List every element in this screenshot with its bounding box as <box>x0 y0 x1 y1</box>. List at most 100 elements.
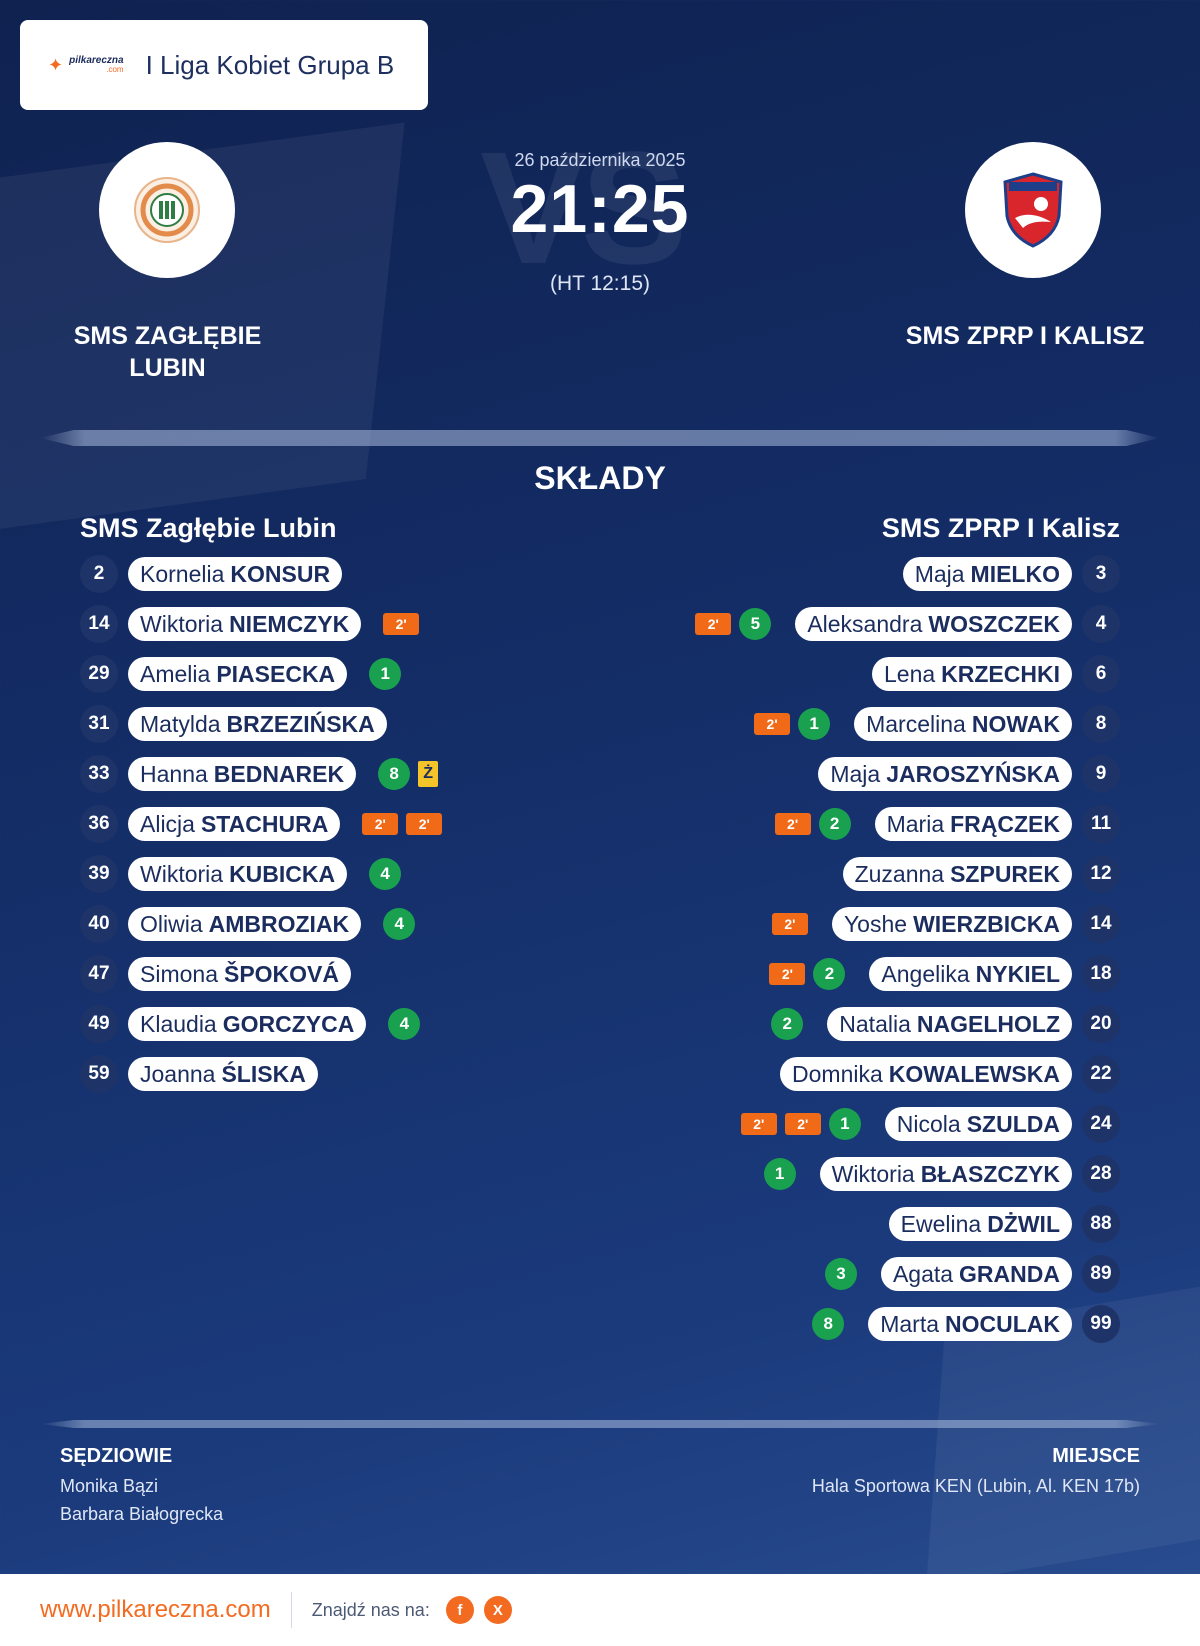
halftime-score: (HT 12:15) <box>550 272 650 295</box>
goals-badge: 1 <box>369 658 402 690</box>
player-row[interactable]: 3 Maja MIELKO <box>902 555 1120 593</box>
player-name[interactable]: Alicja STACHURA <box>128 807 341 841</box>
jersey-number: 8 <box>1082 705 1120 743</box>
suspension-badge: 2' <box>406 813 443 835</box>
player-first-name: Joanna <box>140 1060 216 1087</box>
player-row[interactable]: 29 Amelia PIASECKA 1 <box>80 655 402 693</box>
player-first-name: Kornelia <box>140 560 225 587</box>
facebook-icon[interactable]: f <box>445 1596 474 1624</box>
player-name[interactable]: Hanna BEDNAREK <box>128 757 357 791</box>
player-name[interactable]: Maja MIELKO <box>902 557 1072 591</box>
player-name[interactable]: Agata GRANDA <box>880 1257 1072 1291</box>
player-row[interactable]: 4 Aleksandra WOSZCZEK 2' 5 <box>695 605 1120 643</box>
player-row[interactable]: 28 Wiktoria BŁASZCZYK 1 <box>763 1155 1120 1193</box>
player-first-name: Lena <box>883 660 936 687</box>
player-name[interactable]: Zuzanna SZPUREK <box>842 857 1072 891</box>
suspension-badge: 2' <box>754 713 791 735</box>
league-card[interactable]: ✦ pilkareczna .com I Liga Kobiet Grupa B <box>20 20 428 110</box>
player-row[interactable]: 36 Alicja STACHURA 2' 2' <box>80 805 443 843</box>
jersey-number: 14 <box>1082 905 1120 943</box>
player-last-name: NOCULAK <box>945 1310 1060 1337</box>
player-row[interactable]: 33 Hanna BEDNAREK 8 Ż <box>80 755 439 793</box>
player-name[interactable]: Marcelina NOWAK <box>854 707 1072 741</box>
player-name[interactable]: Nicola SZULDA <box>884 1107 1072 1141</box>
player-row[interactable]: 88 Ewelina DŻWIL <box>888 1205 1120 1243</box>
player-name[interactable]: Oliwia AMBROZIAK <box>128 907 362 941</box>
player-row[interactable]: 20 Natalia NAGELHOLZ 2 <box>771 1005 1120 1043</box>
player-row[interactable]: 59 Joanna ŚLISKA <box>80 1055 318 1093</box>
player-last-name: SZPUREK <box>950 860 1060 887</box>
player-name[interactable]: Ewelina DŻWIL <box>888 1207 1072 1241</box>
player-row[interactable]: 47 Simona ŠPOKOVÁ <box>80 955 352 993</box>
player-name[interactable]: Matylda BRZEZIŃSKA <box>128 707 387 741</box>
player-events: 1 <box>369 658 402 690</box>
jersey-number: 89 <box>1082 1255 1120 1293</box>
kalisz-shield-icon <box>1003 172 1063 248</box>
player-name[interactable]: Marta NOCULAK <box>868 1307 1072 1341</box>
player-name[interactable]: Yoshe WIERZBICKA <box>831 907 1072 941</box>
player-name[interactable]: Maria FRĄCZEK <box>874 807 1072 841</box>
player-name[interactable]: Klaudia GORCZYCA <box>128 1007 367 1041</box>
player-events: 8 <box>812 1308 845 1340</box>
player-row[interactable]: 14 Yoshe WIERZBICKA 2' <box>771 905 1120 943</box>
suspension-badge: 2' <box>769 963 806 985</box>
away-team-crest[interactable] <box>965 142 1101 278</box>
player-row[interactable]: 9 Maja JAROSZYŃSKA <box>818 755 1120 793</box>
player-name[interactable]: Angelika NYKIEL <box>869 957 1072 991</box>
player-name[interactable]: Lena KRZECHKI <box>871 657 1072 691</box>
player-row[interactable]: 89 Agata GRANDA 3 <box>824 1255 1120 1293</box>
player-events: 2' 1 <box>754 708 831 740</box>
player-row[interactable]: 11 Maria FRĄCZEK 2' 2 <box>774 805 1120 843</box>
player-row[interactable]: 40 Oliwia AMBROZIAK 4 <box>80 905 416 943</box>
zaglebie-crest-icon <box>134 177 200 243</box>
player-name[interactable]: Wiktoria NIEMCZYK <box>128 607 362 641</box>
player-name[interactable]: Joanna ŚLISKA <box>128 1057 318 1091</box>
player-row[interactable]: 2 Kornelia KONSUR <box>80 555 343 593</box>
player-first-name: Maja <box>914 560 965 587</box>
suspension-badge: 2' <box>383 613 420 635</box>
player-row[interactable]: 31 Matylda BRZEZIŃSKA <box>80 705 387 743</box>
player-name[interactable]: Kornelia KONSUR <box>128 557 343 591</box>
player-last-name: JAROSZYŃSKA <box>886 760 1060 787</box>
player-name[interactable]: Aleksandra WOSZCZEK <box>795 607 1072 641</box>
player-last-name: SZULDA <box>966 1110 1060 1137</box>
suspension-badge: 2' <box>362 813 399 835</box>
player-last-name: NIEMCZYK <box>229 610 350 637</box>
goals-badge: 2 <box>818 808 851 840</box>
player-first-name: Alicja <box>140 810 195 837</box>
player-row[interactable]: 22 Domnika KOWALEWSKA <box>780 1055 1120 1093</box>
player-row[interactable]: 14 Wiktoria NIEMCZYK 2' <box>80 605 420 643</box>
player-name[interactable]: Natalia NAGELHOLZ <box>827 1007 1072 1041</box>
player-row[interactable]: 8 Marcelina NOWAK 2' 1 <box>754 705 1120 743</box>
website-link[interactable]: www.pilkareczna.com <box>40 1596 271 1623</box>
player-last-name: NOWAK <box>971 710 1060 737</box>
player-name[interactable]: Wiktoria BŁASZCZYK <box>819 1157 1072 1191</box>
player-row[interactable]: 99 Marta NOCULAK 8 <box>812 1305 1120 1343</box>
player-name[interactable]: Maja JAROSZYŃSKA <box>818 757 1072 791</box>
player-row[interactable]: 6 Lena KRZECHKI <box>871 655 1120 693</box>
home-team-crest[interactable] <box>99 142 235 278</box>
away-team-name: SMS ZPRP I KALISZ <box>905 322 1145 350</box>
player-name[interactable]: Domnika KOWALEWSKA <box>780 1057 1072 1091</box>
player-row[interactable]: 18 Angelika NYKIEL 2' 2 <box>769 955 1120 993</box>
player-row[interactable]: 39 Wiktoria KUBICKA 4 <box>80 855 402 893</box>
goals-badge: 1 <box>828 1108 861 1140</box>
jersey-number: 6 <box>1082 655 1120 693</box>
player-first-name: Maja <box>830 760 881 787</box>
jersey-number: 12 <box>1082 855 1120 893</box>
suspension-badge: 2' <box>774 813 811 835</box>
footer: www.pilkareczna.com Znajdź nas na: f X <box>0 1574 1200 1646</box>
home-lineup-title: SMS Zagłębie Lubin <box>80 513 337 543</box>
player-name[interactable]: Simona ŠPOKOVÁ <box>128 957 352 991</box>
player-name[interactable]: Wiktoria KUBICKA <box>128 857 348 891</box>
player-name[interactable]: Amelia PIASECKA <box>128 657 348 691</box>
player-first-name: Domnika <box>792 1060 883 1087</box>
player-row[interactable]: 12 Zuzanna SZPUREK <box>842 855 1120 893</box>
player-row[interactable]: 49 Klaudia GORCZYCA 4 <box>80 1005 421 1043</box>
goals-badge: 4 <box>369 858 402 890</box>
player-first-name: Aleksandra <box>807 610 923 637</box>
player-first-name: Angelika <box>881 960 970 987</box>
goals-badge: 4 <box>388 1008 421 1040</box>
x-twitter-icon[interactable]: X <box>483 1596 512 1624</box>
player-row[interactable]: 24 Nicola SZULDA 2' 2' 1 <box>740 1105 1120 1143</box>
